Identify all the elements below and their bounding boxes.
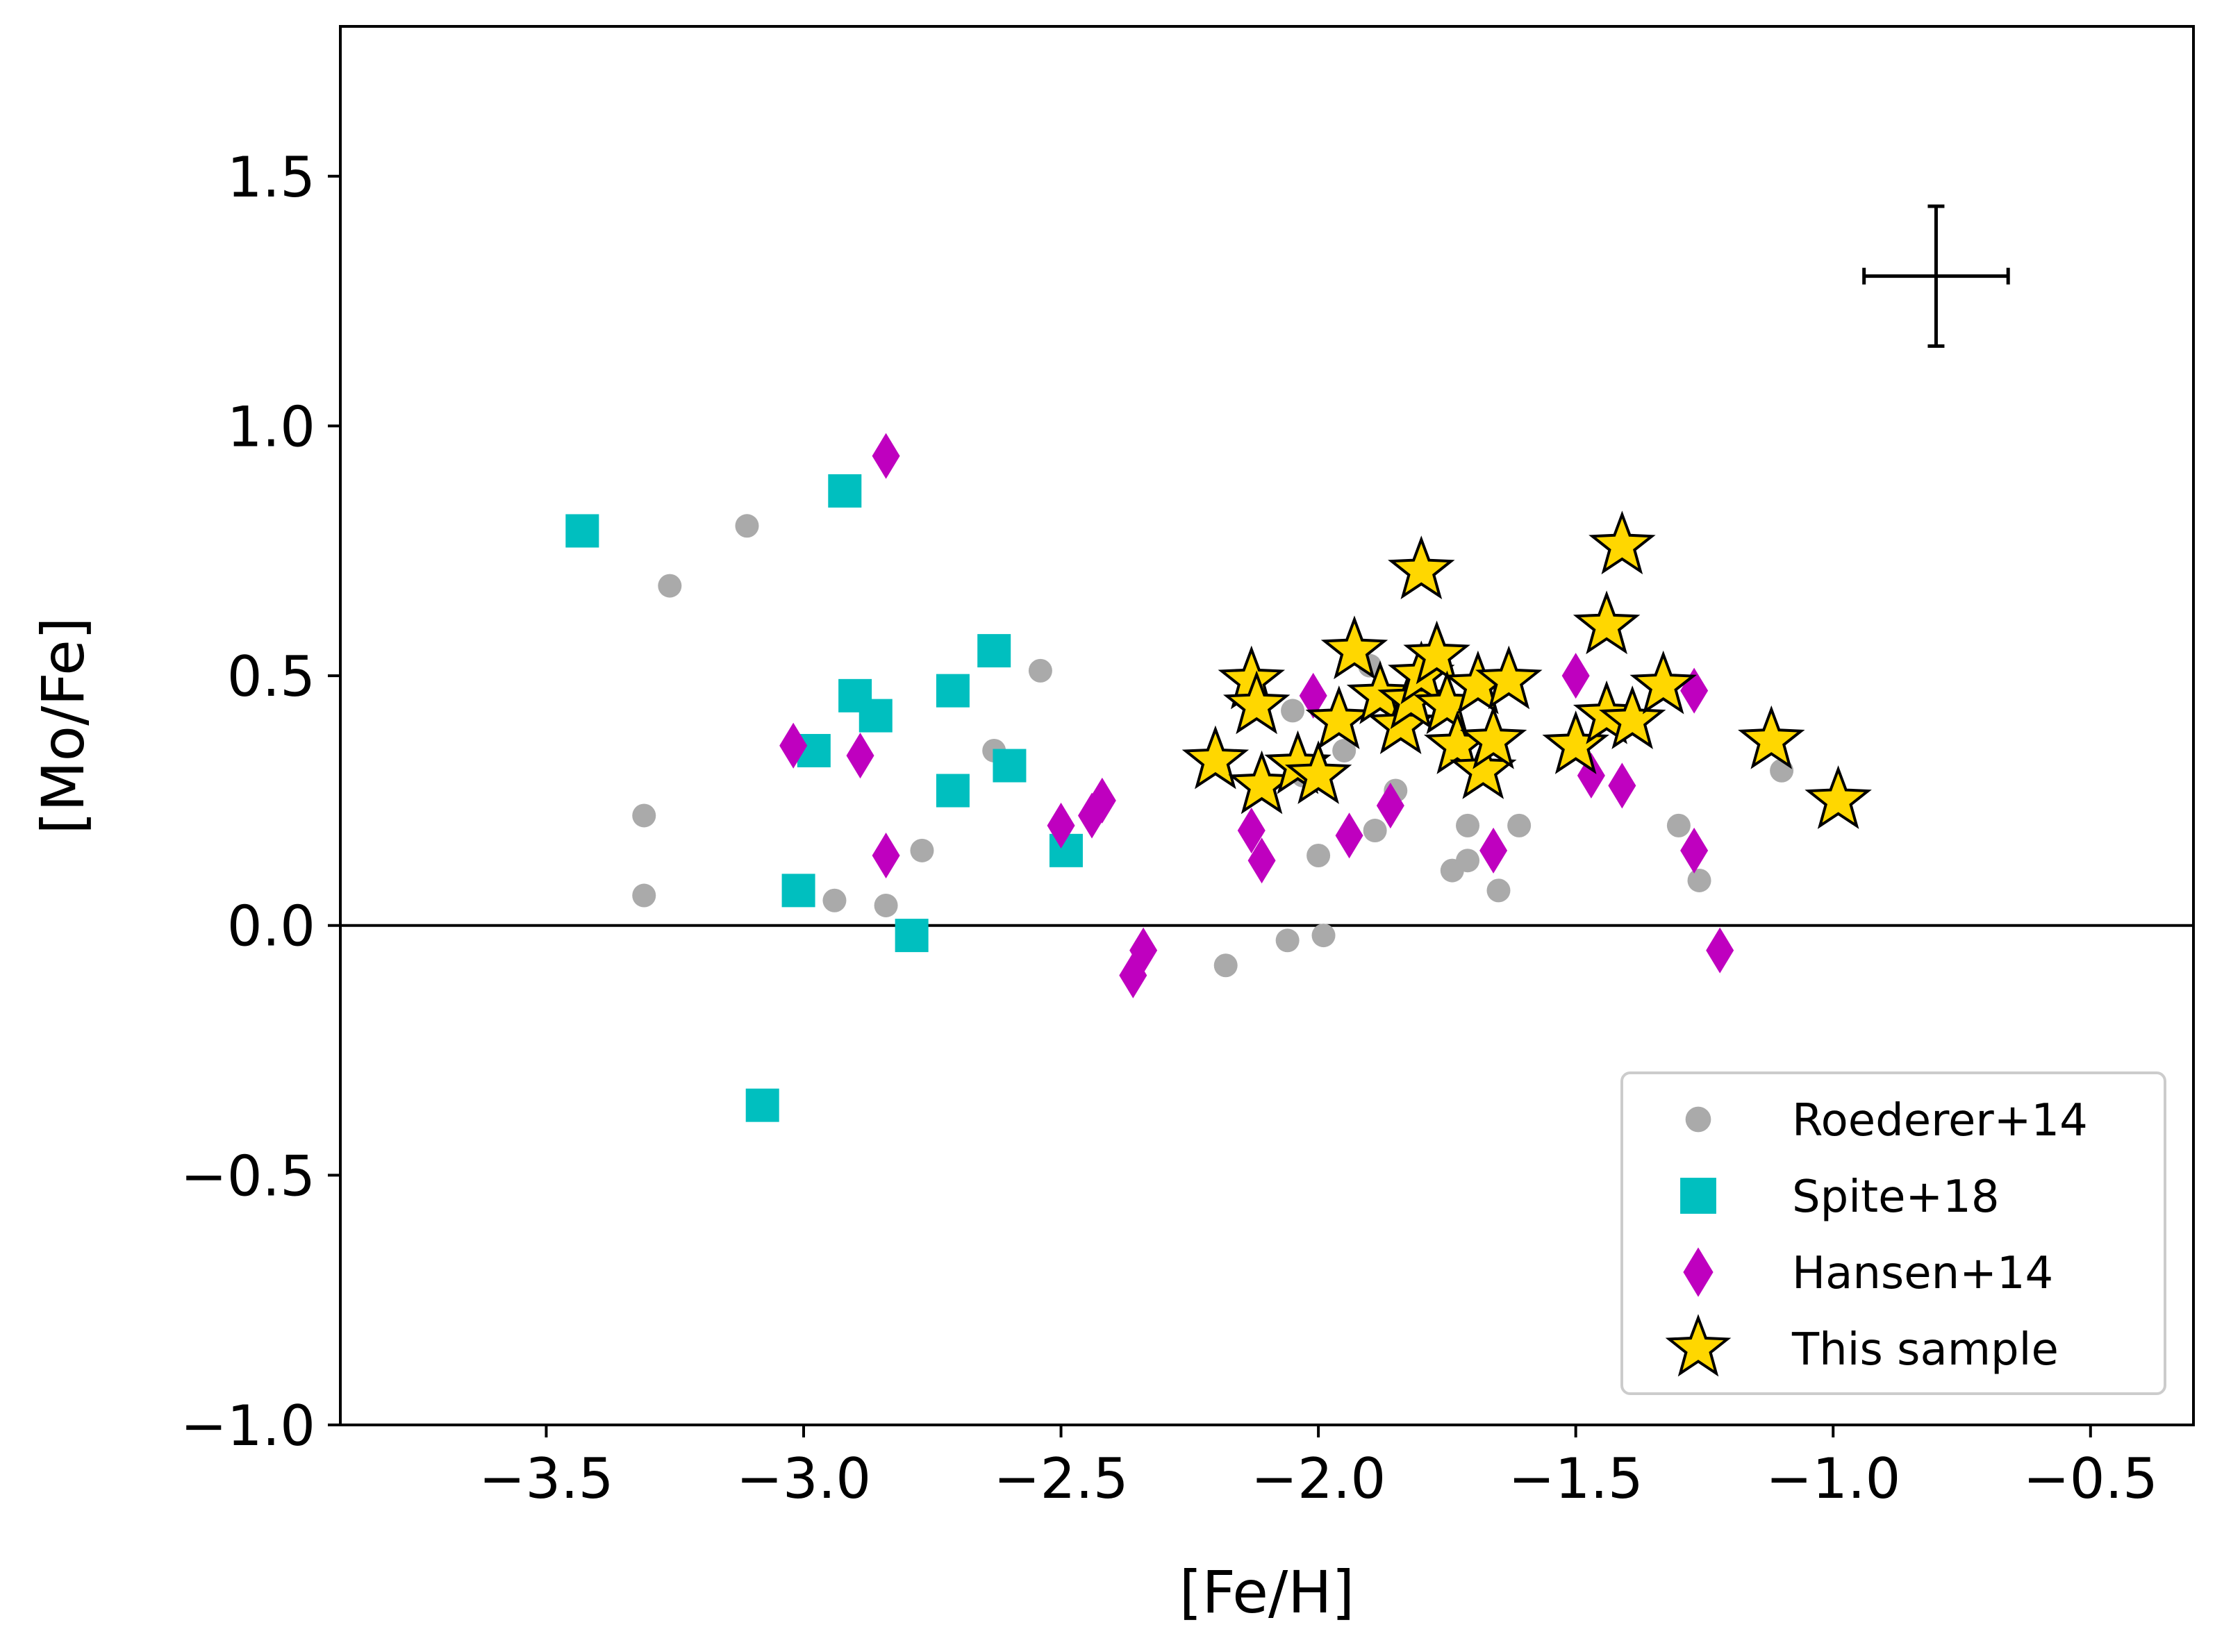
- spite-point: [745, 1088, 779, 1122]
- legend-label: This sample: [1791, 1324, 2059, 1376]
- this-sample-star: [1284, 740, 1352, 804]
- spite-point: [936, 674, 970, 708]
- hansen-point: [1247, 837, 1276, 884]
- hansen-point: [779, 722, 808, 769]
- hansen-point: [1680, 827, 1709, 874]
- spite-point: [858, 699, 893, 733]
- this-sample-star: [1222, 670, 1291, 735]
- x-tick-label: −0.5: [2023, 1446, 2158, 1511]
- this-sample-star: [1403, 620, 1470, 685]
- roederer-point: [1456, 849, 1480, 873]
- x-tick-label: −3.5: [479, 1446, 613, 1511]
- error-bar: [1862, 204, 2010, 348]
- roederer-point: [1275, 928, 1300, 953]
- roederer-point: [822, 888, 847, 912]
- legend: Roederer+14 Spite+18 Hansen+14 This sample: [1620, 1071, 2166, 1395]
- y-axis-ticks: −1.0 −0.5 0.0 0.5 1.0 1.5: [181, 145, 340, 1458]
- roederer-point: [874, 893, 898, 917]
- hansen-point: [1047, 802, 1075, 849]
- y-tick-label: −1.0: [181, 1394, 315, 1458]
- this-sample-star: [1598, 685, 1666, 749]
- y-tick-label: −0.5: [181, 1144, 315, 1208]
- roederer-point: [1306, 844, 1331, 868]
- hansen-point: [1608, 762, 1636, 809]
- legend-box: [1620, 1071, 2166, 1395]
- roederer-point: [1213, 953, 1238, 978]
- x-tick-label: −2.0: [1251, 1446, 1386, 1511]
- this-sample-star: [1459, 705, 1527, 769]
- this-sample-star: [1629, 650, 1697, 715]
- plot-frame: [339, 25, 2195, 1426]
- roederer-point: [632, 803, 656, 828]
- hansen-point: [872, 833, 900, 879]
- hansen-point: [1479, 827, 1508, 874]
- legend-marker-square: [1680, 1178, 1716, 1214]
- spite-point: [993, 749, 1027, 783]
- y-tick-label: 0.5: [227, 644, 315, 709]
- roederer-point: [910, 838, 934, 862]
- this-sample-star: [1738, 705, 1805, 769]
- x-tick-label: −1.0: [1766, 1446, 1900, 1511]
- roederer-point: [1028, 658, 1052, 683]
- legend-marker-circle: [1685, 1106, 1711, 1133]
- roederer-point: [1507, 813, 1532, 837]
- hansen-point: [1706, 927, 1734, 974]
- hansen-point: [1376, 783, 1404, 829]
- hansen-point: [1237, 808, 1266, 854]
- x-axis-ticks: −3.5 −3.0 −2.5 −2.0 −1.5 −1.0 −0.5: [479, 1425, 2158, 1511]
- legend-label: Spite+18: [1792, 1171, 2000, 1223]
- this-sample-star: [1305, 685, 1373, 749]
- hansen-point: [846, 733, 874, 779]
- roederer-point: [1332, 738, 1357, 762]
- legend-label: Roederer+14: [1792, 1095, 2088, 1146]
- legend-marker-diamond: [1683, 1247, 1714, 1297]
- this-sample-star: [1181, 725, 1250, 790]
- roederer-point: [632, 883, 656, 908]
- this-sample-star: [1573, 590, 1641, 655]
- this-sample-star: [1475, 645, 1543, 710]
- spite-point: [936, 774, 970, 808]
- roederer-point: [1281, 699, 1305, 723]
- x-axis-label: [Fe/H]: [1179, 1558, 1354, 1626]
- y-tick-label: 1.5: [227, 145, 315, 210]
- legend-marker-star: [1665, 1314, 1732, 1377]
- roederer-series: [632, 514, 1794, 978]
- hansen-point: [1088, 777, 1116, 824]
- this-sample-star: [1388, 535, 1455, 600]
- hansen-point: [872, 433, 900, 479]
- hansen-point: [1299, 672, 1327, 719]
- y-axis-label: [Mo/Fe]: [29, 617, 97, 834]
- legend-label: Hansen+14: [1792, 1248, 2053, 1299]
- roederer-point: [1456, 813, 1480, 837]
- x-tick-label: −3.0: [736, 1446, 871, 1511]
- roederer-point: [1687, 868, 1711, 892]
- spite-series: [565, 474, 1083, 1122]
- roederer-point: [658, 574, 682, 598]
- this-sample-star: [1346, 660, 1414, 724]
- spite-point: [781, 874, 815, 908]
- spite-point: [828, 474, 862, 508]
- x-tick-label: −1.5: [1509, 1446, 1643, 1511]
- spite-point: [565, 514, 599, 548]
- y-tick-label: 0.0: [227, 894, 315, 959]
- this-sample-star: [1805, 765, 1872, 829]
- roederer-point: [1486, 878, 1511, 903]
- roederer-point: [1363, 819, 1387, 843]
- x-tick-label: −2.5: [993, 1446, 1128, 1511]
- roederer-point: [1666, 813, 1691, 837]
- spite-point: [977, 634, 1011, 668]
- hansen-point: [1335, 812, 1363, 859]
- roederer-point: [1311, 924, 1336, 948]
- hansen-series: [779, 433, 1734, 999]
- this-sample-star: [1320, 615, 1388, 680]
- roederer-point: [735, 514, 759, 538]
- hansen-point: [1561, 653, 1590, 699]
- this-sample-series: [1181, 510, 1872, 829]
- spite-point: [895, 919, 929, 953]
- this-sample-star: [1588, 510, 1656, 575]
- y-tick-label: 1.0: [227, 394, 315, 459]
- hansen-point: [1119, 952, 1147, 999]
